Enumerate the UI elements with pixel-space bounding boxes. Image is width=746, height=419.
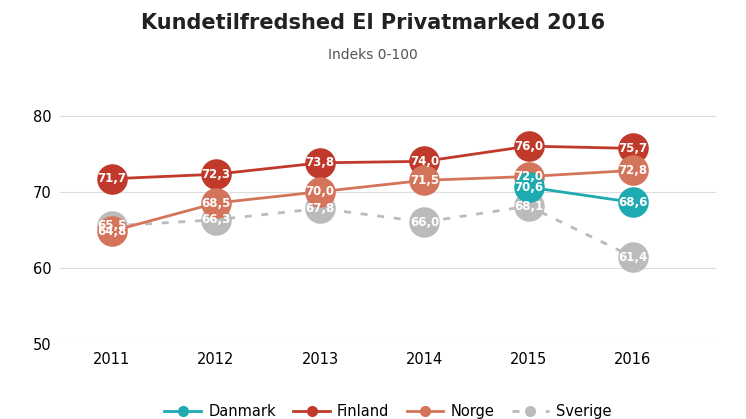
Text: 66,3: 66,3 [201, 213, 231, 226]
Text: 61,4: 61,4 [618, 251, 648, 264]
Text: 75,7: 75,7 [618, 142, 648, 155]
Text: Indeks 0-100: Indeks 0-100 [328, 48, 418, 62]
Text: 64,8: 64,8 [97, 225, 127, 238]
Text: 70,0: 70,0 [306, 185, 335, 198]
Text: 73,8: 73,8 [306, 156, 335, 169]
Text: 68,6: 68,6 [618, 196, 648, 209]
Text: 70,6: 70,6 [514, 181, 543, 194]
Text: 72,0: 72,0 [514, 170, 543, 183]
Text: Kundetilfredshed El Privatmarked 2016: Kundetilfredshed El Privatmarked 2016 [141, 13, 605, 33]
Text: 68,1: 68,1 [514, 199, 543, 212]
Text: 71,5: 71,5 [410, 174, 439, 187]
Text: 65,5: 65,5 [97, 220, 127, 233]
Text: 72,3: 72,3 [201, 168, 231, 181]
Text: 74,0: 74,0 [410, 155, 439, 168]
Text: 67,8: 67,8 [306, 202, 335, 215]
Text: 76,0: 76,0 [514, 140, 543, 153]
Text: 72,8: 72,8 [618, 164, 648, 177]
Text: 71,7: 71,7 [97, 172, 126, 185]
Text: 68,5: 68,5 [201, 197, 231, 210]
Text: 66,0: 66,0 [410, 215, 439, 229]
Legend: Danmark, Finland, Norge, Sverige: Danmark, Finland, Norge, Sverige [164, 404, 612, 419]
